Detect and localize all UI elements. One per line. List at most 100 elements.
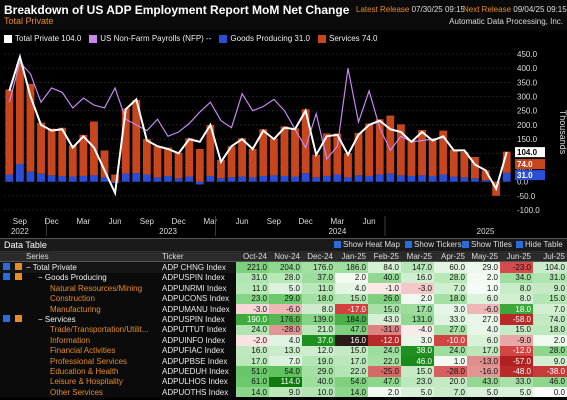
table-cell[interactable]: 23.0 (401, 376, 434, 388)
table-row[interactable]: Leisure & Hospitality ADPULHOS Index 61.0 1… (0, 376, 567, 388)
table-cell[interactable]: 20.0 (434, 376, 467, 388)
table-row[interactable]: − Goods Producing ADPUSPIN Index 31.0 28.0 3… (0, 272, 567, 284)
table-cell[interactable]: -3.0 (401, 283, 434, 294)
table-cell[interactable]: 4.0 (335, 283, 368, 294)
series-name[interactable]: Education & Health (24, 366, 160, 376)
table-cell[interactable]: 1.0 (467, 283, 500, 294)
table-cell[interactable]: 47.0 (335, 324, 368, 336)
table-cell[interactable]: 221.0 (236, 261, 269, 273)
table-cell[interactable]: 28.0 (269, 272, 302, 284)
table-cell[interactable]: 4.0 (467, 324, 500, 336)
series-ticker[interactable]: ADPUSPIN Index (162, 273, 225, 283)
table-cell[interactable]: 9.0 (533, 283, 567, 294)
table-row[interactable]: Natural Resources/Mining ADPUNRMI Index 11… (0, 283, 567, 294)
column-header-month[interactable]: Oct-24 (236, 251, 269, 263)
table-cell[interactable]: 147.0 (401, 261, 434, 273)
table-cell[interactable]: 19.0 (302, 355, 335, 367)
table-cell[interactable]: -3.0 (236, 303, 269, 315)
table-cell[interactable]: 33.0 (434, 314, 467, 325)
table-row[interactable]: − Services ADPUSPIN Index 190.0 176.0 139.0 1… (0, 314, 567, 325)
table-cell[interactable]: 5.0 (467, 387, 500, 398)
series-ticker[interactable]: ADPUOTHS Index (162, 387, 229, 397)
table-cell[interactable]: 186.0 (335, 261, 368, 273)
table-cell[interactable]: 37.0 (302, 272, 335, 284)
table-cell[interactable]: -28.0 (434, 366, 467, 377)
table-cell[interactable]: 10.0 (302, 387, 335, 398)
table-cell[interactable]: 54.0 (269, 366, 302, 377)
table-cell[interactable]: 176.0 (269, 314, 302, 325)
column-header-month[interactable]: Jul-25 (533, 251, 567, 263)
row-checkbox[interactable] (0, 314, 12, 324)
table-row[interactable]: Trade/Transportation/Utilit... ADPUTTUT I… (0, 324, 567, 336)
table-cell[interactable]: 7.0 (434, 387, 467, 398)
series-name[interactable]: − Total Private (24, 262, 160, 273)
table-cell[interactable]: -12.0 (368, 335, 401, 346)
table-cell[interactable]: -9.0 (500, 335, 533, 346)
table-cell[interactable]: 14.0 (236, 387, 269, 398)
table-cell[interactable]: 21.0 (302, 324, 335, 336)
table-cell[interactable]: 2.0 (368, 387, 401, 398)
table-cell[interactable]: 4.0 (269, 335, 302, 346)
table-cell[interactable]: 46.0 (533, 376, 567, 388)
table-cell[interactable]: -6.0 (467, 303, 500, 315)
table-cell[interactable]: 5.0 (401, 387, 434, 398)
table-cell[interactable]: 14.0 (335, 387, 368, 398)
table-cell[interactable]: 184.0 (335, 314, 368, 325)
table-cell[interactable]: 27.0 (434, 324, 467, 336)
collapse-toggle-icon[interactable]: − (26, 263, 33, 273)
series-name[interactable]: Leisure & Hospitality (24, 377, 160, 387)
table-cell[interactable]: 15.0 (533, 293, 567, 304)
table-cell[interactable]: 5.0 (500, 387, 533, 398)
series-name[interactable]: − Goods Producing (24, 273, 160, 283)
table-row[interactable]: − Total Private ADP CHNG Index 221.0 204.0 1… (0, 261, 567, 273)
series-ticker[interactable]: ADPUSPIN Index (162, 315, 225, 325)
column-header-month[interactable]: Feb-25 (368, 251, 401, 263)
table-cell[interactable]: 12.0 (302, 345, 335, 356)
series-ticker[interactable]: ADPUEDUH Index (162, 366, 229, 376)
table-cell[interactable]: 16.0 (401, 272, 434, 284)
table-cell[interactable]: 18.0 (302, 293, 335, 304)
table-cell[interactable]: 204.0 (269, 261, 302, 273)
table-cell[interactable]: 31.0 (533, 272, 567, 284)
table-cell[interactable]: -12.0 (500, 345, 533, 356)
series-ticker[interactable]: ADPUPBSE Index (162, 356, 228, 366)
table-cell[interactable]: 17.0 (401, 303, 434, 315)
table-cell[interactable]: -17.0 (335, 303, 368, 315)
table-cell[interactable]: 114.0 (269, 376, 302, 388)
table-cell[interactable]: -13.0 (467, 355, 500, 367)
table-cell[interactable]: -57.0 (500, 355, 533, 367)
series-ticker[interactable]: ADPUFIAC Index (162, 346, 225, 356)
table-cell[interactable]: 139.0 (302, 314, 335, 325)
column-header-month[interactable]: Jan-25 (335, 251, 368, 263)
show-titles-toggle[interactable]: Show Titles (462, 240, 512, 249)
table-cell[interactable]: 2.0 (533, 335, 567, 346)
table-cell[interactable]: 2.0 (335, 272, 368, 284)
series-name[interactable]: Financial Activities (24, 346, 160, 356)
table-cell[interactable]: 7.0 (434, 283, 467, 294)
table-cell[interactable]: 18.0 (434, 293, 467, 304)
table-cell[interactable]: -10.0 (434, 335, 467, 346)
table-cell[interactable]: 24.0 (368, 345, 401, 356)
series-name[interactable]: Manufacturing (24, 304, 160, 314)
table-cell[interactable]: 60.0 (434, 261, 467, 273)
table-cell[interactable]: 131.0 (401, 314, 434, 325)
table-cell[interactable]: -25.0 (368, 366, 401, 377)
series-name[interactable]: Natural Resources/Mining (24, 283, 160, 293)
table-cell[interactable]: 13.0 (269, 345, 302, 356)
table-cell[interactable]: -4.0 (401, 324, 434, 336)
row-checkbox[interactable] (0, 262, 12, 273)
table-cell[interactable]: 15.0 (500, 324, 533, 336)
table-row[interactable]: Professional Services ADPUPBSE Index 17.0 7… (0, 355, 567, 367)
legend-item-goods-producing[interactable]: Goods Producing 31.0 (219, 34, 310, 43)
table-cell[interactable]: 6.0 (467, 335, 500, 346)
table-cell[interactable]: -1.0 (368, 283, 401, 294)
table-cell[interactable]: 74.0 (533, 314, 567, 325)
table-cell[interactable]: 8.0 (500, 293, 533, 304)
table-cell[interactable]: 28.0 (533, 345, 567, 356)
table-cell[interactable]: 2.0 (401, 293, 434, 304)
table-cell[interactable]: 84.0 (368, 261, 401, 273)
table-cell[interactable]: 37.0 (302, 335, 335, 346)
table-cell[interactable]: 47.0 (368, 376, 401, 388)
table-cell[interactable]: 54.0 (335, 376, 368, 388)
table-cell[interactable]: 2.0 (467, 272, 500, 284)
